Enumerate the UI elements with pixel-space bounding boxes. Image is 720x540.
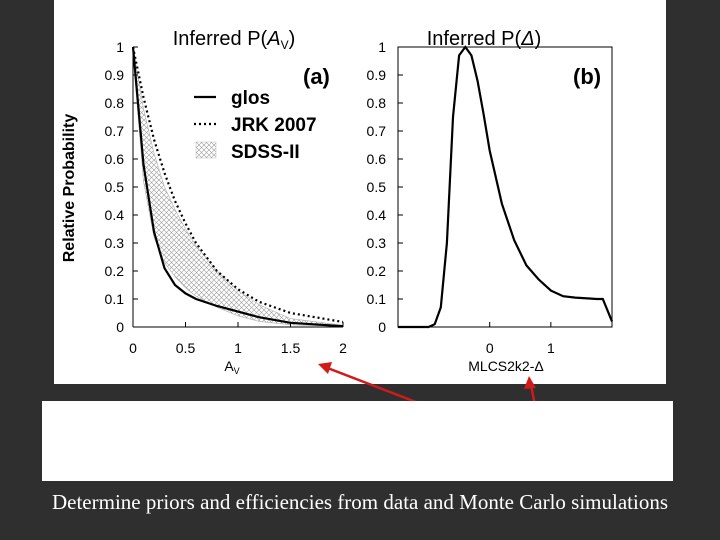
legend-sdss-label: SDSS-II: [231, 142, 300, 163]
chart-a-xlabel: AV: [224, 358, 239, 376]
chart-b-ytick-label: 0.1: [367, 291, 387, 307]
chart-a-title: Inferred P(AV): [173, 28, 296, 52]
chart-b-ytick-label: 0.2: [367, 263, 387, 279]
chart-a-ytick-label: 0.2: [105, 263, 125, 279]
legend-glos-label: glos: [231, 88, 270, 109]
arrow-head-delta: [524, 376, 536, 389]
chart-b-xtick-label: 0: [486, 340, 494, 356]
figure-svg: 00.10.20.30.40.50.60.70.80.91 0 0.5 1 1.5 2 …: [61, 28, 614, 376]
chart-a: 00.10.20.30.40.50.60.70.80.91 0 0.5 1 1.5 2 …: [61, 28, 347, 376]
series-glos-line: [131, 46, 344, 328]
chart-a-ytick-label: 0.4: [105, 207, 125, 223]
chart-b-ytick-label: 0: [378, 319, 386, 335]
chart-b-ytick-label: 0.6: [367, 151, 387, 167]
figure-panel: 0 0.1 0.2 0.3 0.4 0.5 0.6 0.7 0.8 0.9 1 0 0.5 1 1.5 2 …: [54, 0, 666, 384]
blank-text-box: [42, 401, 673, 481]
chart-b-panel-label: (b): [573, 64, 601, 89]
chart-a-xtick-label: 1: [234, 340, 242, 356]
chart-a-xtick-label: 1.5: [281, 340, 301, 356]
legend-sdss-swatch: [195, 141, 217, 159]
chart-a-ytick-label: 0.6: [105, 151, 125, 167]
chart-a-ytick-label: 0.5: [105, 179, 125, 195]
chart-b-ytick-label: 0.7: [367, 123, 387, 139]
chart-a-panel-label: (a): [303, 64, 330, 89]
series-jrk-line: [131, 46, 344, 324]
chart-a-ytick-label: 0.9: [105, 67, 125, 83]
chart-a-xtick-label: 2: [339, 340, 347, 356]
series-delta-line: [398, 45, 614, 329]
chart-a-ylabel: Relative Probability: [61, 114, 78, 263]
chart-b-ytick-label: 0.5: [367, 179, 387, 195]
chart-a-ytick-label: 0.3: [105, 235, 125, 251]
chart-a-ytick-label: 1: [116, 39, 124, 55]
chart-b-ytick-label: 0.4: [367, 207, 387, 223]
chart-b-ytick-label: 0.8: [367, 95, 387, 111]
chart-a-xtick-label: 0.5: [176, 340, 196, 356]
arrow-head-av: [318, 362, 332, 374]
chart-b-title: Inferred P(Δ): [427, 28, 542, 50]
chart-a-ytick-label: 0.7: [105, 123, 125, 139]
chart-b-xtick-label: 1: [547, 340, 555, 356]
chart-a-xtick-label: 0: [129, 340, 137, 356]
chart-a-legend: glos JRK 2007 SDSS-II: [194, 88, 317, 163]
slide-caption: Determine priors and efficiencies from d…: [51, 490, 668, 514]
chart-b-xlabel: MLCS2k2-Δ: [468, 358, 543, 374]
chart-b-ytick-label: 1: [378, 39, 386, 55]
chart-a-ytick-label: 0.1: [105, 291, 125, 307]
chart-a-ytick-label: 0: [116, 319, 124, 335]
legend-jrk-label: JRK 2007: [231, 115, 317, 136]
chart-a-ytick-label: 0.8: [105, 95, 125, 111]
chart-b-ytick-label: 0.9: [367, 67, 387, 83]
chart-b: 0 0.1 0.2 0.3 0.4 0.5 0.6 0.7 0.8 0.9 1 0 1 MLCS2k2…: [367, 28, 614, 374]
chart-b-frame: [397, 46, 613, 328]
chart-b-ytick-label: 0.3: [367, 235, 387, 251]
